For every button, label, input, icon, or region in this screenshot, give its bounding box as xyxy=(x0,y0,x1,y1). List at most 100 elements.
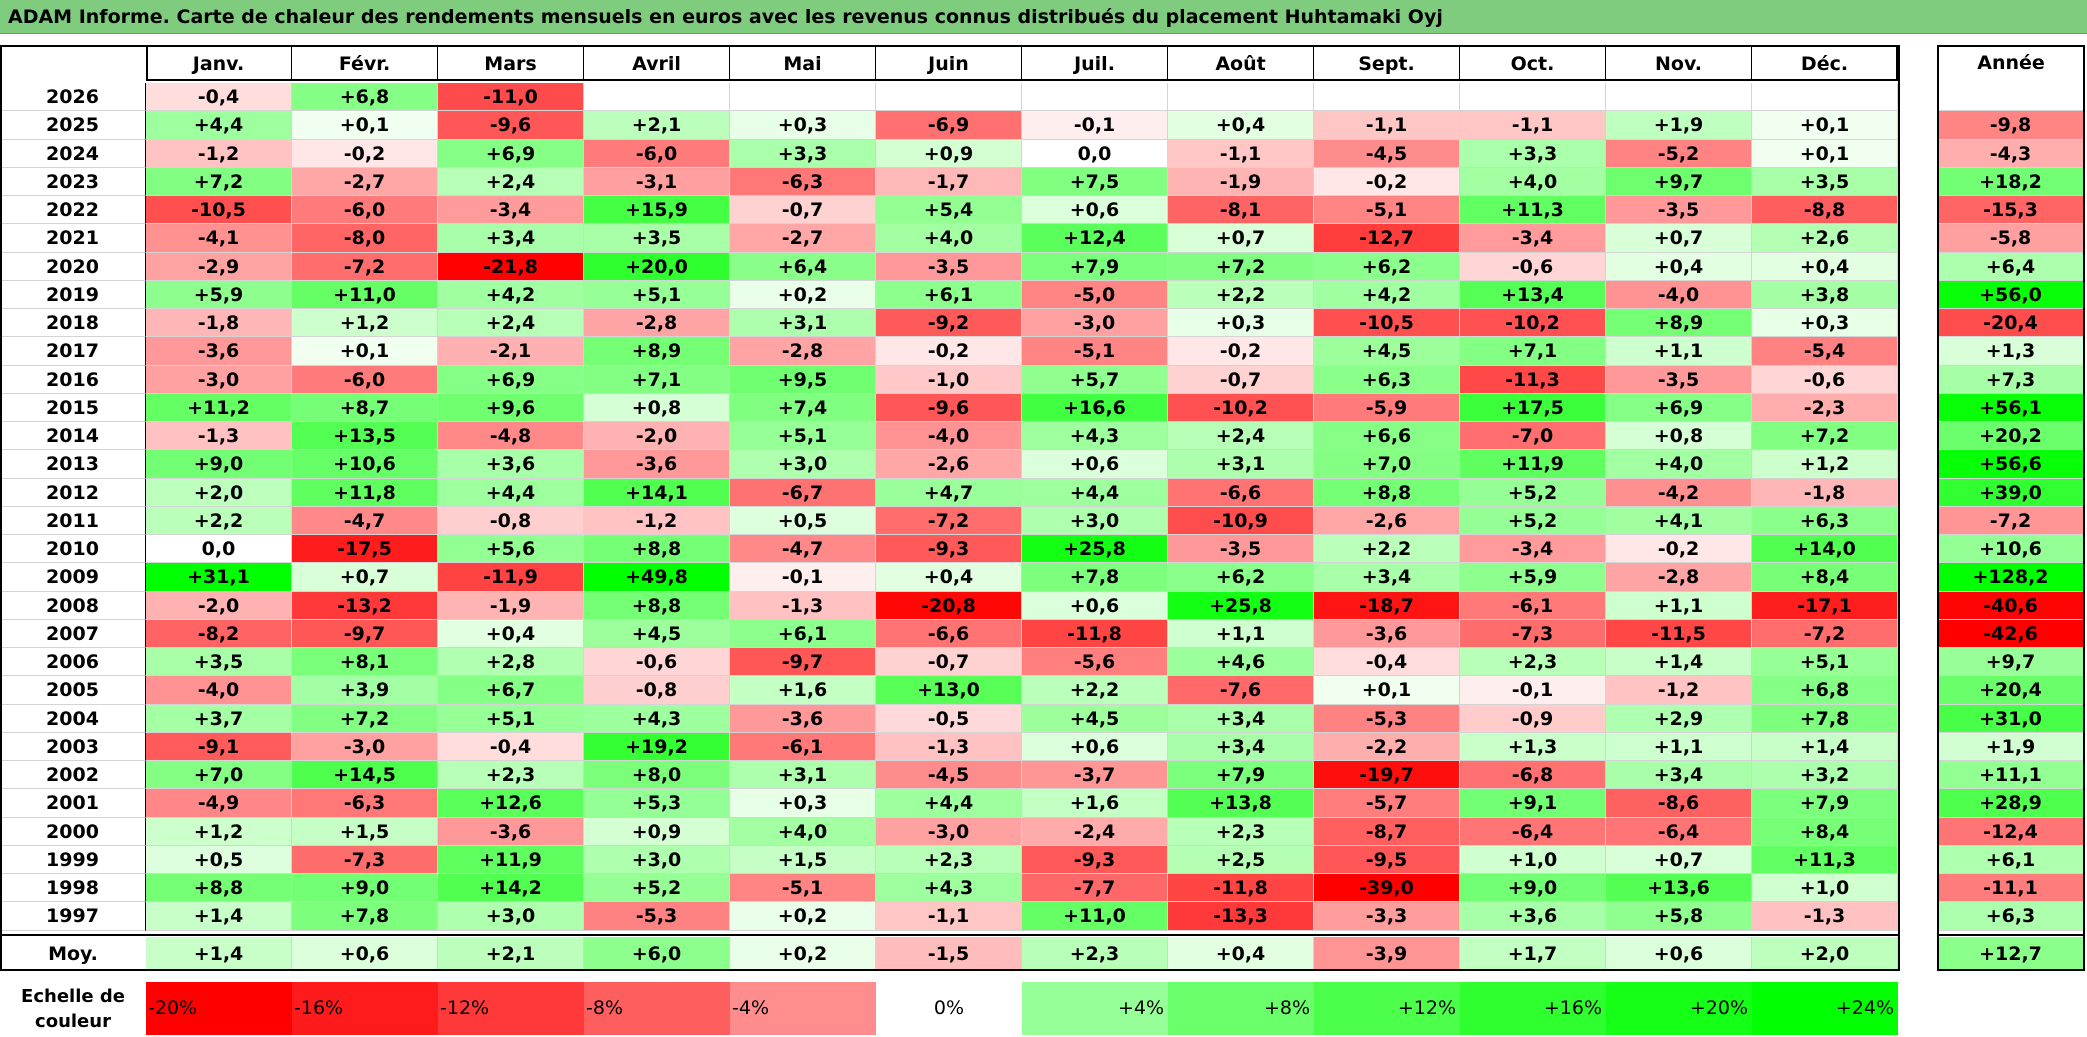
month-header: Févr. xyxy=(292,45,438,81)
heatmap-cell: +3,0 xyxy=(1022,506,1168,535)
heatmap-cell: +5,2 xyxy=(584,874,730,903)
heatmap-cell: +7,5 xyxy=(1022,167,1168,196)
year-label: 2026 xyxy=(0,83,146,112)
heatmap-cell: -5,2 xyxy=(1606,139,1752,168)
heatmap-cell: +5,2 xyxy=(1460,478,1606,507)
heatmap-cell: -3,3 xyxy=(1314,902,1460,931)
annual-cell: -5,8 xyxy=(1937,224,2085,253)
heatmap-cell: -8,7 xyxy=(1314,817,1460,846)
heatmap-cell: +0,4 xyxy=(1752,252,1898,281)
avg-cell: +0,6 xyxy=(1606,936,1752,971)
heatmap-cell: -8,1 xyxy=(1168,196,1314,225)
heatmap-cell: +9,0 xyxy=(292,874,438,903)
heatmap-cell: +6,9 xyxy=(438,139,584,168)
heatmap-cell: +3,1 xyxy=(1168,450,1314,479)
heatmap-cell: +3,4 xyxy=(1168,732,1314,761)
heatmap-cell: -2,8 xyxy=(1606,563,1752,592)
heatmap-cell: -6,4 xyxy=(1606,817,1752,846)
heatmap-cell: +6,3 xyxy=(1314,365,1460,394)
heatmap-cell: -11,9 xyxy=(438,563,584,592)
heatmap-cell: +0,6 xyxy=(1022,196,1168,225)
heatmap-cell: -0,2 xyxy=(1168,337,1314,366)
heatmap-cell: +9,1 xyxy=(1460,789,1606,818)
heatmap-cell: -0,8 xyxy=(584,676,730,705)
heatmap-cell: -5,3 xyxy=(584,902,730,931)
heatmap-cell: +4,1 xyxy=(1606,506,1752,535)
heatmap-cell: -2,2 xyxy=(1314,732,1460,761)
heatmap-cell: -5,0 xyxy=(1022,280,1168,309)
annual-cell: +39,0 xyxy=(1937,478,2085,507)
heatmap-cell: +6,1 xyxy=(876,280,1022,309)
heatmap-cell: -3,7 xyxy=(1022,761,1168,790)
heatmap-cell: -0,7 xyxy=(730,196,876,225)
heatmap-cell: -3,0 xyxy=(1022,309,1168,338)
heatmap-cell: -0,2 xyxy=(1314,167,1460,196)
heatmap-cell: +0,6 xyxy=(1022,450,1168,479)
month-header: Juin xyxy=(876,45,1022,81)
avg-cell: +6,0 xyxy=(584,936,730,971)
month-header: Sept. xyxy=(1314,45,1460,81)
annual-cell: +20,4 xyxy=(1937,676,2085,705)
heatmap-cell: +0,4 xyxy=(876,563,1022,592)
heatmap-cell: +6,8 xyxy=(292,83,438,112)
heatmap-cell: +6,6 xyxy=(1314,422,1460,451)
heatmap-cell: +12,6 xyxy=(438,789,584,818)
avg-cell: +0,6 xyxy=(292,936,438,971)
heatmap-cell: +1,5 xyxy=(292,817,438,846)
heatmap-cell: +11,0 xyxy=(292,280,438,309)
heatmap-cell: +2,4 xyxy=(438,309,584,338)
heatmap-cell: +31,1 xyxy=(146,563,292,592)
heatmap-cell: +0,2 xyxy=(730,280,876,309)
color-scale-step: +12% xyxy=(1314,982,1460,1035)
heatmap-cell: +8,8 xyxy=(584,591,730,620)
heatmap-cell: -5,1 xyxy=(1314,196,1460,225)
heatmap-cell: +4,7 xyxy=(876,478,1022,507)
heatmap-cell: -3,6 xyxy=(730,704,876,733)
heatmap-cell: +11,8 xyxy=(292,478,438,507)
heatmap-cell: -10,2 xyxy=(1460,309,1606,338)
heatmap-cell: -4,8 xyxy=(438,422,584,451)
year-label: 2004 xyxy=(0,704,146,733)
heatmap-cell: -10,5 xyxy=(146,196,292,225)
heatmap-cell: -2,0 xyxy=(146,591,292,620)
heatmap-cell: -2,1 xyxy=(438,337,584,366)
heatmap-cell: +2,2 xyxy=(146,506,292,535)
annual-cell: -7,2 xyxy=(1937,506,2085,535)
avg-cell: +2,0 xyxy=(1752,936,1898,971)
heatmap-cell: +5,1 xyxy=(1752,648,1898,677)
heatmap-cell: +1,5 xyxy=(730,845,876,874)
heatmap-cell: -6,7 xyxy=(730,478,876,507)
heatmap-cell: -3,5 xyxy=(1606,196,1752,225)
heatmap-cell: -3,6 xyxy=(438,817,584,846)
heatmap-cell: +14,1 xyxy=(584,478,730,507)
heatmap-cell: -2,4 xyxy=(1022,817,1168,846)
heatmap-cell: +7,9 xyxy=(1022,252,1168,281)
heatmap-cell: -1,9 xyxy=(438,591,584,620)
heatmap-cell: -6,0 xyxy=(292,365,438,394)
annual-cell: -42,6 xyxy=(1937,619,2085,648)
heatmap-cell: +49,8 xyxy=(584,563,730,592)
heatmap-cell: -0,2 xyxy=(1606,535,1752,564)
heatmap-cell: -0,6 xyxy=(1460,252,1606,281)
avg-cell: +2,1 xyxy=(438,936,584,971)
heatmap-cell: -9,5 xyxy=(1314,845,1460,874)
heatmap-cell: -2,6 xyxy=(876,450,1022,479)
heatmap-cell: +5,1 xyxy=(584,280,730,309)
heatmap-cell: +9,6 xyxy=(438,393,584,422)
avg-cell: +0,2 xyxy=(730,936,876,971)
heatmap-cell: -11,3 xyxy=(1460,365,1606,394)
heatmap-cell: +0,7 xyxy=(1606,845,1752,874)
heatmap-cell: -0,1 xyxy=(730,563,876,592)
heatmap-cell: -0,7 xyxy=(876,648,1022,677)
heatmap-cell: +4,0 xyxy=(1606,450,1752,479)
heatmap-cell: +1,1 xyxy=(1606,732,1752,761)
heatmap-cell: -2,3 xyxy=(1752,393,1898,422)
heatmap-cell: +1,2 xyxy=(292,309,438,338)
heatmap-cell: -1,8 xyxy=(1752,478,1898,507)
year-label: 2003 xyxy=(0,732,146,761)
heatmap-cell: -11,8 xyxy=(1168,874,1314,903)
heatmap-cell: +2,6 xyxy=(1752,224,1898,253)
heatmap-cell: -6,8 xyxy=(1460,761,1606,790)
color-scale-step: +16% xyxy=(1460,982,1606,1035)
year-label: 2005 xyxy=(0,676,146,705)
